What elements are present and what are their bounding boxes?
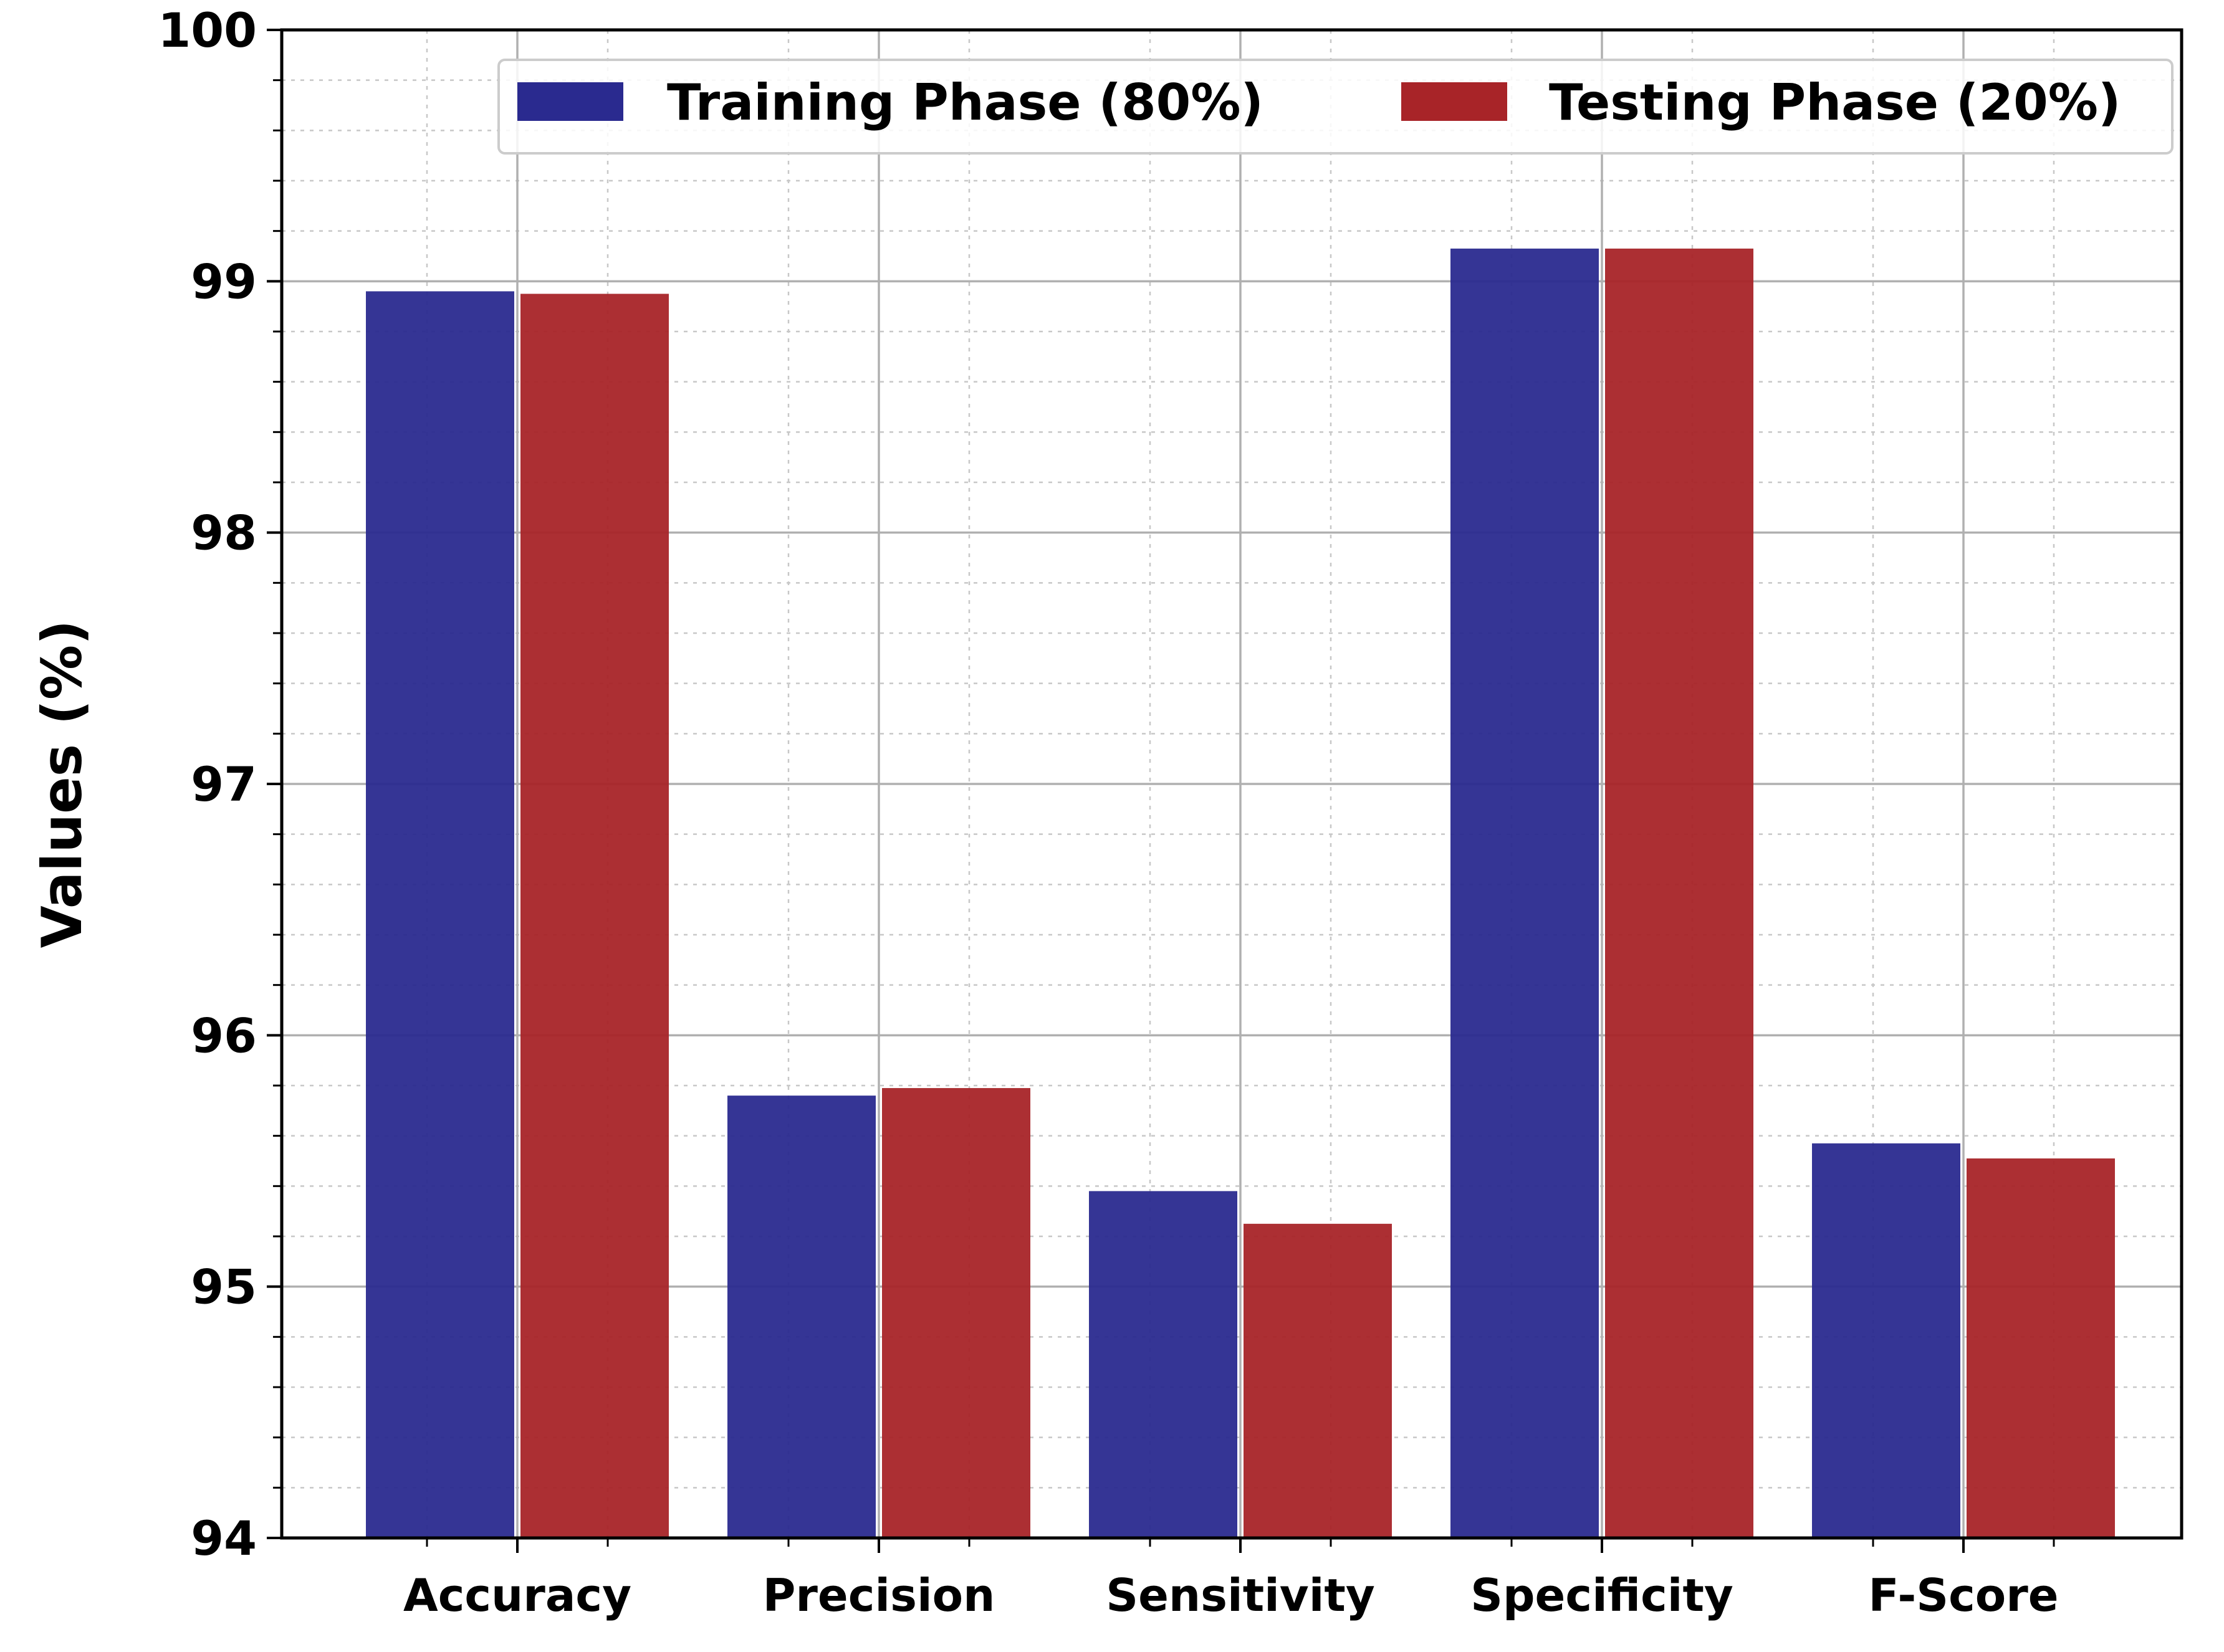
y-tick-label: 100	[158, 2, 257, 58]
bar-testing-precision	[882, 1088, 1030, 1538]
y-axis-title: Values (%)	[30, 620, 94, 948]
y-tick-label: 94	[191, 1511, 257, 1566]
legend-swatch-training	[517, 82, 623, 121]
ticks	[267, 29, 2055, 1553]
legend-swatch-testing	[1401, 82, 1507, 121]
y-tick-label: 96	[191, 1008, 257, 1063]
bar-training-accuracy	[366, 291, 514, 1538]
y-tick-label: 97	[191, 757, 257, 812]
bar-training-specificity	[1450, 248, 1599, 1539]
x-category-label: Specificity	[1470, 1569, 1733, 1621]
y-tick-label: 95	[191, 1259, 257, 1315]
x-category-labels: Accuracy Precision Sensitivity Specificity F…	[403, 1569, 2059, 1621]
bars	[366, 248, 2115, 1539]
y-tick-label: 99	[191, 254, 257, 309]
bar-testing-specificity	[1605, 248, 1753, 1539]
bar-training-f-score	[1812, 1143, 1960, 1538]
bar-testing-sensitivity	[1244, 1223, 1392, 1538]
legend: Training Phase (80%) Testing Phase (20%)	[497, 59, 2174, 155]
y-tick-labels: 94 95 96 97 98 99 100	[158, 2, 257, 1566]
bar-training-precision	[727, 1096, 876, 1538]
x-category-label: Precision	[763, 1569, 995, 1621]
legend-label-testing: Testing Phase (20%)	[1549, 74, 2121, 131]
legend-box	[497, 59, 2174, 155]
y-tick-label: 98	[191, 505, 257, 561]
bar-testing-accuracy	[520, 294, 669, 1538]
x-category-label: Sensitivity	[1106, 1569, 1375, 1621]
bar-testing-f-score	[1967, 1158, 2115, 1538]
bar-training-sensitivity	[1089, 1191, 1237, 1538]
x-category-label: Accuracy	[403, 1569, 631, 1621]
x-category-label: F-Score	[1868, 1569, 2058, 1621]
legend-label-training: Training Phase (80%)	[667, 74, 1263, 131]
